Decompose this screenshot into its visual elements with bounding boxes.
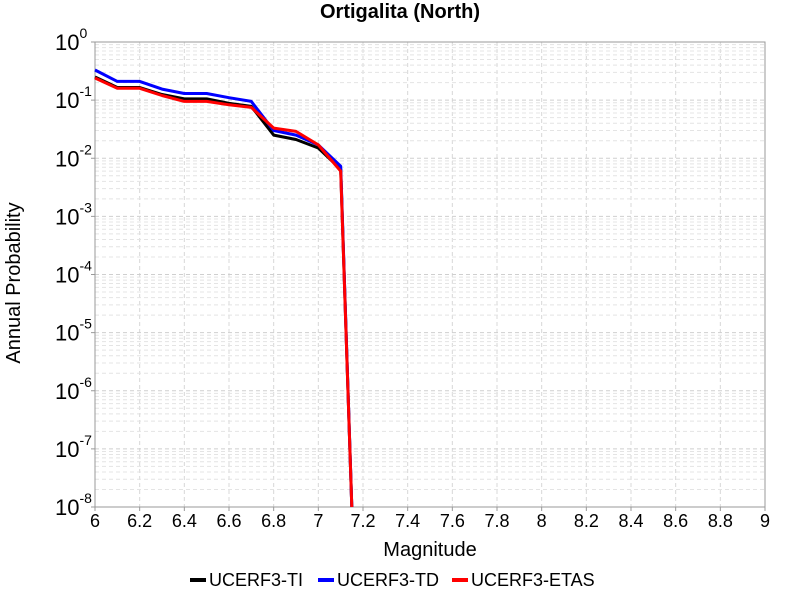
grid bbox=[94, 41, 766, 508]
x-axis-ticks: 6 6.2 6.4 6.6 6.8 7 7.2 7.4 7.6 7.8 8 8.2 8.4 8.6 8.8 9 bbox=[90, 507, 770, 531]
legend: UCERF3-TI UCERF3-TD UCERF3-ETAS bbox=[190, 570, 595, 590]
x-tick-label: 6.4 bbox=[172, 511, 197, 531]
y-tick-label: 10-3 bbox=[55, 199, 92, 229]
x-tick-label: 6 bbox=[90, 511, 100, 531]
y-tick-label: 10-8 bbox=[55, 490, 92, 520]
y-tick-label: 10-2 bbox=[55, 141, 92, 171]
x-tick-label: 7.6 bbox=[440, 511, 465, 531]
series-line-ucerf3-etas bbox=[94, 76, 354, 508]
x-tick-label: 7.8 bbox=[484, 511, 509, 531]
legend-label-ucerf3-ti: UCERF3-TI bbox=[209, 570, 303, 590]
x-tick-label: 6.8 bbox=[261, 511, 286, 531]
x-tick-label: 8.4 bbox=[618, 511, 643, 531]
y-tick-label: 100 bbox=[55, 25, 87, 55]
y-axis-ticks: 10-8 10-7 10-6 10-5 10-4 10-3 10-2 10-1 100 bbox=[55, 25, 95, 520]
y-tick-label: 10-7 bbox=[55, 432, 92, 462]
x-tick-label: 8.6 bbox=[663, 511, 688, 531]
x-tick-label: 7 bbox=[313, 511, 323, 531]
x-tick-label: 8 bbox=[537, 511, 547, 531]
legend-label-ucerf3-etas: UCERF3-ETAS bbox=[471, 570, 595, 590]
series-line-ucerf3-td bbox=[94, 68, 354, 508]
legend-label-ucerf3-td: UCERF3-TD bbox=[337, 570, 439, 590]
x-tick-label: 7.4 bbox=[395, 511, 420, 531]
x-tick-label: 6.2 bbox=[127, 511, 152, 531]
x-tick-label: 6.6 bbox=[216, 511, 241, 531]
series-group bbox=[94, 68, 354, 508]
chart-title: Ortigalita (North) bbox=[320, 1, 480, 23]
y-tick-label: 10-1 bbox=[55, 83, 92, 113]
y-tick-label: 10-5 bbox=[55, 316, 92, 346]
x-tick-label: 8.8 bbox=[708, 511, 733, 531]
y-axis-label: Annual Probability bbox=[3, 202, 25, 363]
x-tick-label: 7.2 bbox=[350, 511, 375, 531]
y-tick-label: 10-6 bbox=[55, 374, 92, 404]
x-tick-label: 9 bbox=[760, 511, 770, 531]
y-tick-label: 10-4 bbox=[55, 258, 92, 288]
x-axis-label: Magnitude bbox=[383, 539, 476, 561]
x-tick-label: 8.2 bbox=[574, 511, 599, 531]
